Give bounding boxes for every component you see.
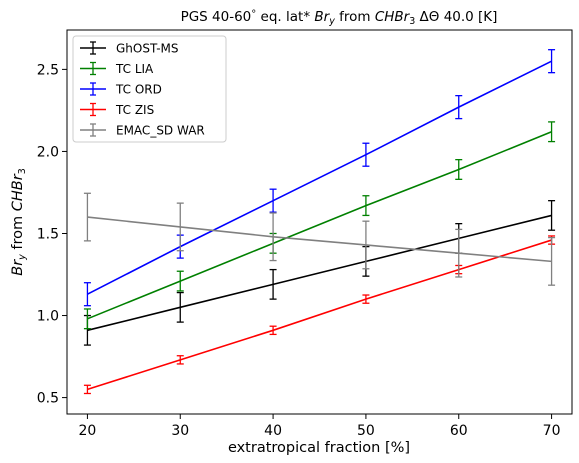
series-line-tc-ord: [87, 60, 552, 295]
y-tick-label: 1.5: [37, 226, 59, 242]
legend-label: TC ZIS: [115, 103, 154, 117]
axis-ticks: 20 30 40 50 60 70 0.5 1.0 1.5 2.0 2.5: [37, 62, 561, 439]
y-tick-label: 0.5: [37, 391, 59, 407]
x-tick-label: 70: [543, 423, 561, 439]
x-tick-label: 60: [450, 423, 468, 439]
legend-item-tc-ord: TC ORD: [80, 82, 162, 97]
legend-label: TC ORD: [115, 83, 162, 97]
x-tick-label: 40: [264, 423, 282, 439]
legend-label: GhOST-MS: [116, 42, 179, 56]
legend-box: [72, 35, 227, 143]
plot-frame: [66, 29, 573, 415]
x-tick-label: 30: [171, 423, 189, 439]
x-tick-label: 50: [357, 423, 375, 439]
series-tc-lia: [83, 121, 556, 330]
legend-label: TC LIA: [115, 62, 154, 76]
x-tick-label: 20: [79, 423, 97, 439]
series-line-tc-zis: [87, 239, 552, 391]
series-line-emac-sd-war: [87, 216, 552, 263]
series-line-tc-lia: [87, 131, 552, 320]
y-tick-label: 2.0: [37, 144, 59, 160]
legend-item-ghost-ms: GhOST-MS: [80, 41, 179, 56]
y-tick-label: 1.0: [37, 309, 59, 325]
legend-item-tc-lia: TC LIA: [80, 61, 154, 76]
y-tick-label: 2.5: [37, 62, 59, 78]
series-emac-sd-war: [83, 192, 556, 286]
chart-title: PGS 40-60° eq. lat* Bry from CHBr3 ΔΘ 40…: [181, 9, 498, 27]
legend-item-emac-sd-war: EMAC_SD WAR: [80, 123, 205, 138]
legend: GhOST-MS TC LIA TC ORD TC ZIS EMAC_SD WAR: [72, 35, 227, 143]
y-axis-label: Bry from CHBr3: [10, 168, 28, 276]
series-line-ghost-ms: [87, 214, 552, 332]
legend-label: EMAC_SD WAR: [116, 124, 205, 138]
plot-area: [83, 49, 556, 395]
x-axis-label: extratropical fraction [%]: [228, 440, 410, 456]
legend-item-tc-zis: TC ZIS: [80, 102, 154, 117]
series-ghost-ms: [83, 200, 556, 346]
